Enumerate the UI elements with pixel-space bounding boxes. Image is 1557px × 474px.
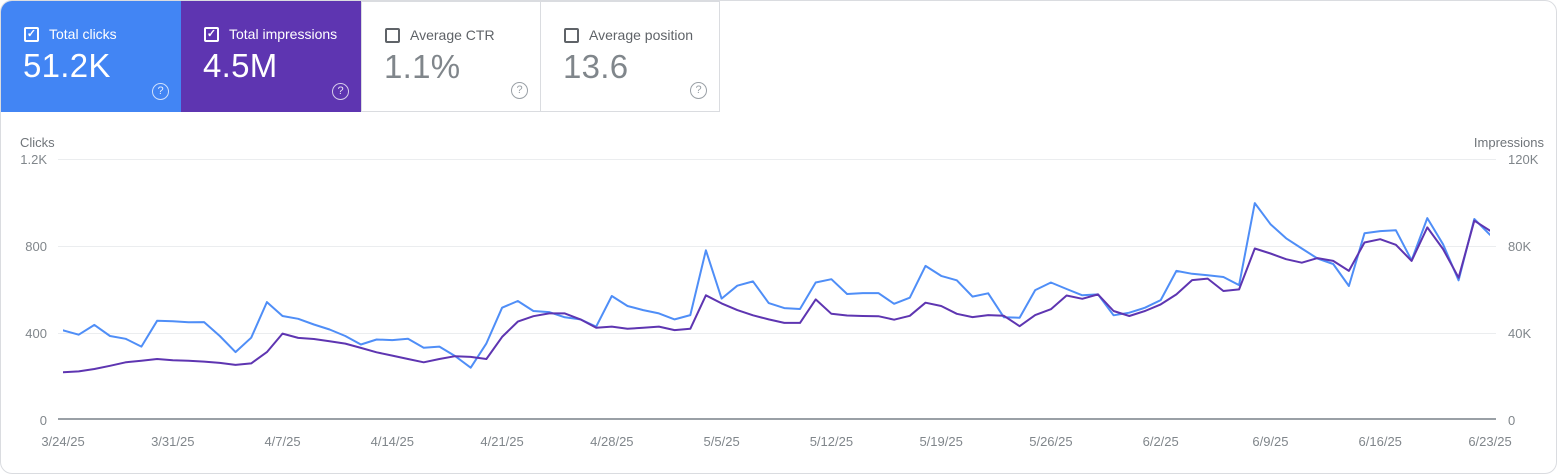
card-label: Total impressions xyxy=(229,26,338,42)
gridline xyxy=(58,159,1496,160)
x-axis-label: 4/7/25 xyxy=(264,434,301,449)
x-axis-label: 5/5/25 xyxy=(703,434,740,449)
gridline xyxy=(58,333,1496,334)
right-axis-title: Impressions xyxy=(1473,135,1544,150)
card-header: Average position xyxy=(564,27,693,43)
y-left-tick: 1.2K xyxy=(20,152,47,167)
x-axis-label: 5/19/25 xyxy=(919,434,963,449)
card-total-clicks[interactable]: ✓ Total clicks 51.2K ? xyxy=(1,1,181,112)
card-average-ctr[interactable]: Average CTR 1.1% ? xyxy=(361,1,541,112)
x-axis-label: 6/16/25 xyxy=(1358,434,1402,449)
left-axis-title: Clicks xyxy=(20,135,55,150)
checkbox-unchecked-icon[interactable] xyxy=(385,27,400,43)
x-axis-label: 3/24/25 xyxy=(41,434,85,449)
y-right-tick: 120K xyxy=(1508,152,1539,167)
card-average-position[interactable]: Average position 13.6 ? xyxy=(540,1,720,112)
x-axis-baseline xyxy=(58,418,1496,420)
y-right-tick: 40K xyxy=(1508,326,1532,341)
y-right-tick: 0 xyxy=(1508,413,1516,428)
y-left-tick: 800 xyxy=(25,239,47,254)
average-ctr-value: 1.1% xyxy=(384,48,461,85)
total-impressions-value: 4.5M xyxy=(203,47,278,84)
total-clicks-value: 51.2K xyxy=(23,47,111,84)
checkbox-checked-icon[interactable]: ✓ xyxy=(204,26,219,42)
card-label: Total clicks xyxy=(49,26,117,42)
y-left-tick: 0 xyxy=(39,413,47,428)
card-header: Average CTR xyxy=(385,27,495,43)
help-icon[interactable]: ? xyxy=(511,82,528,99)
x-axis-label: 4/28/25 xyxy=(590,434,634,449)
x-axis-label: 4/14/25 xyxy=(370,434,414,449)
x-axis-label: 6/23/25 xyxy=(1468,434,1512,449)
average-position-value: 13.6 xyxy=(563,48,629,85)
x-axis-label: 3/31/25 xyxy=(151,434,195,449)
metric-cards-row: ✓ Total clicks 51.2K ? ✓ Total impressio… xyxy=(1,1,720,112)
clicks-line xyxy=(63,202,1490,369)
y-right-tick: 80K xyxy=(1508,239,1532,254)
x-axis-label: 5/26/25 xyxy=(1029,434,1073,449)
help-icon[interactable]: ? xyxy=(152,83,169,100)
x-axis-labels: 3/24/25 3/31/25 4/7/25 4/14/25 4/21/25 4/28/2… xyxy=(1,434,1556,450)
card-header: ✓ Total impressions xyxy=(204,26,337,42)
help-icon[interactable]: ? xyxy=(690,82,707,99)
performance-line-chart[interactable] xyxy=(63,158,1490,420)
card-header: ✓ Total clicks xyxy=(24,26,117,42)
card-total-impressions[interactable]: ✓ Total impressions 4.5M ? xyxy=(181,1,361,112)
x-axis-label: 5/12/25 xyxy=(809,434,854,449)
card-label: Average CTR xyxy=(410,27,495,43)
x-axis-label: 4/21/25 xyxy=(480,434,524,449)
checkbox-checked-icon[interactable]: ✓ xyxy=(24,26,39,42)
x-axis-label: 6/9/25 xyxy=(1252,434,1289,449)
gridline xyxy=(58,246,1496,247)
x-axis-label: 6/2/25 xyxy=(1142,434,1179,449)
impressions-line xyxy=(63,219,1490,374)
y-left-tick: 400 xyxy=(25,326,47,341)
checkbox-unchecked-icon[interactable] xyxy=(564,27,579,43)
card-label: Average position xyxy=(589,27,694,43)
help-icon[interactable]: ? xyxy=(332,83,349,100)
